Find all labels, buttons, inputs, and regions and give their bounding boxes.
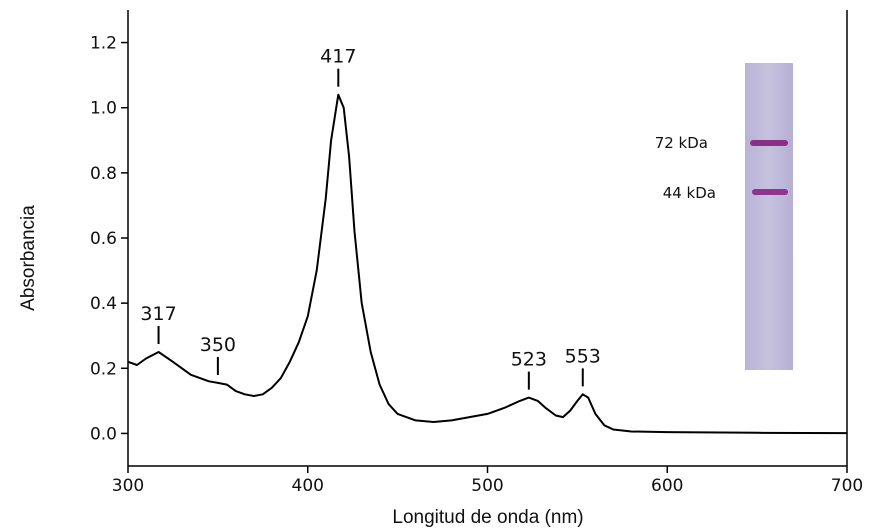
y-tick-label: 0.6	[90, 229, 117, 249]
y-tick-label: 0.0	[90, 424, 117, 444]
peak-label: 350	[200, 334, 236, 356]
y-tick-label: 1.2	[90, 34, 117, 54]
y-tick-label: 0.4	[90, 294, 117, 314]
inset-label: 44 kDa	[663, 184, 716, 202]
gel-band	[752, 189, 788, 195]
peak-label: 523	[511, 349, 547, 371]
x-axis-title: Longitud de onda (nm)	[392, 507, 583, 528]
x-tick-label: 400	[292, 476, 324, 496]
spectrum-line	[128, 95, 847, 433]
gel-inset	[745, 63, 793, 370]
y-axis-title: Absorbancia	[18, 205, 39, 311]
peak-label: 317	[140, 303, 176, 325]
x-tick-label: 500	[471, 476, 503, 496]
y-tick-label: 0.8	[90, 164, 117, 184]
x-tick-label: 700	[831, 476, 863, 496]
x-tick-label: 600	[651, 476, 683, 496]
gel-band	[750, 140, 788, 146]
peak-label: 417	[320, 46, 356, 68]
y-tick-label: 1.0	[90, 99, 117, 119]
gel-lane	[745, 63, 793, 370]
y-tick-label: 0.2	[90, 359, 117, 379]
inset-label: 72 kDa	[655, 134, 708, 152]
x-tick-label: 300	[112, 476, 144, 496]
peak-label: 553	[565, 345, 601, 367]
chart: 72 kDa 44 kDa Longitud de onda (nm) Abso…	[0, 0, 870, 529]
